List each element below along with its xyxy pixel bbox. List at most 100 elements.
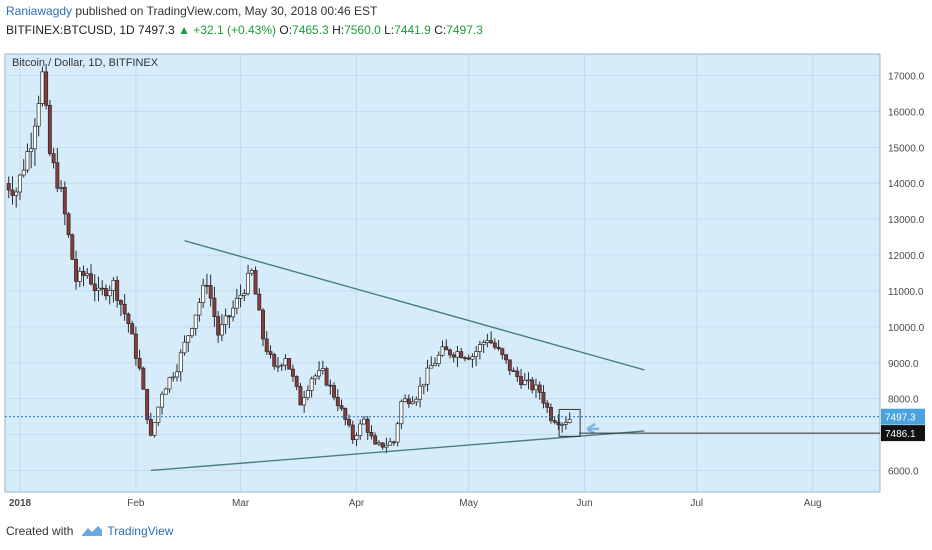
y-tick-label: 15000.0 xyxy=(888,143,925,154)
candle-body xyxy=(197,302,202,316)
x-tick-label: 2018 xyxy=(9,498,32,509)
candle-body xyxy=(152,422,157,436)
candle-body xyxy=(18,174,22,193)
candle-body xyxy=(261,309,265,340)
candle-body xyxy=(51,153,56,164)
trendline-lower[interactable] xyxy=(150,430,645,472)
price-chart[interactable]: 6000.07000.08000.09000.010000.011000.012… xyxy=(0,40,932,514)
candle-body xyxy=(354,435,359,440)
candle-body xyxy=(163,388,168,395)
candle-body xyxy=(567,419,572,423)
last-price-badge xyxy=(881,408,925,425)
candle-body xyxy=(504,354,509,361)
candle-body xyxy=(279,364,284,367)
y-tick-label: 9000.0 xyxy=(888,359,919,370)
candle-body xyxy=(556,421,561,426)
candle-body xyxy=(369,432,374,437)
candle-body xyxy=(14,191,19,196)
candle-body xyxy=(537,384,542,393)
candle-body xyxy=(21,169,26,176)
y-tick-label: 12000.0 xyxy=(888,251,925,262)
chart-title: Bitcoin / Dollar, 1D, BITFINEX xyxy=(12,57,159,69)
x-tick-label: Feb xyxy=(127,498,145,509)
candle-body xyxy=(350,424,355,440)
candle-body xyxy=(238,294,243,299)
candle-body xyxy=(365,418,370,433)
publish-line: Raniawagdy published on TradingView.com,… xyxy=(6,4,377,18)
candle-body xyxy=(167,377,172,390)
candle-body xyxy=(10,189,15,196)
candle-body xyxy=(6,183,11,191)
y-tick-label: 13000.0 xyxy=(888,215,925,226)
candle-body xyxy=(477,344,482,352)
candle-body xyxy=(118,300,123,305)
candle-body xyxy=(219,324,224,336)
candle-body xyxy=(339,405,344,409)
x-tick-label: May xyxy=(459,498,478,509)
candle-body xyxy=(485,340,490,343)
candle-body xyxy=(328,384,333,387)
candle-body xyxy=(530,379,535,391)
candle-body xyxy=(44,71,49,106)
candle-body xyxy=(552,420,557,423)
candle-body xyxy=(25,151,30,171)
candle-body xyxy=(141,367,146,390)
candle-body xyxy=(522,380,527,386)
candle-body xyxy=(208,285,213,299)
last-price: 7497.3 xyxy=(138,23,175,37)
candle-body xyxy=(156,406,161,423)
candle-body xyxy=(74,259,78,282)
candle-body xyxy=(148,419,153,436)
candle-body xyxy=(399,401,404,425)
candle-body xyxy=(201,284,206,303)
candle-body xyxy=(85,273,90,276)
y-tick-label: 6000.0 xyxy=(888,466,919,477)
candle-body xyxy=(470,356,475,360)
candle-body xyxy=(55,162,60,189)
high-label: H: xyxy=(332,23,345,37)
candle-body xyxy=(234,298,239,309)
candle-body xyxy=(77,270,82,282)
candle-body xyxy=(171,376,176,379)
candle-body xyxy=(313,375,318,380)
candle-body xyxy=(500,348,505,356)
footer: Created with TradingView xyxy=(6,524,173,538)
candle-body xyxy=(492,342,497,348)
candle-body xyxy=(451,354,456,358)
candle-body xyxy=(81,270,86,276)
candle-body xyxy=(92,283,97,291)
candle-body xyxy=(511,370,516,372)
x-tick-label: Jun xyxy=(577,498,593,509)
candle-body xyxy=(440,346,445,356)
candle-body xyxy=(111,280,116,291)
x-tick-label: Aug xyxy=(804,498,822,509)
low-label: L: xyxy=(384,23,395,37)
candle-body xyxy=(272,354,277,367)
candle-body xyxy=(519,376,523,386)
author-link[interactable]: Raniawagdy xyxy=(6,4,73,18)
candle-body xyxy=(204,284,209,287)
candle-body xyxy=(534,384,538,391)
candle-body xyxy=(548,407,553,421)
candle-body xyxy=(515,370,520,377)
tradingview-brand[interactable]: TradingView xyxy=(107,524,174,538)
candle-body xyxy=(421,383,426,387)
candle-body xyxy=(332,385,337,398)
highlight-box[interactable] xyxy=(558,408,581,437)
y-tick-label: 11000.0 xyxy=(888,287,924,298)
candle-body xyxy=(66,213,71,236)
trendline-upper[interactable] xyxy=(184,240,645,371)
y-tick-label: 16000.0 xyxy=(888,107,925,118)
candle-body xyxy=(395,423,400,443)
candle-body xyxy=(324,368,329,386)
candle-body xyxy=(455,351,460,358)
candle-body xyxy=(425,367,430,385)
published-text: published on TradingView.com, May 30, 20… xyxy=(75,4,378,18)
candle-body xyxy=(384,444,389,448)
candle-body xyxy=(335,396,340,406)
candle-body xyxy=(59,187,64,189)
tradingview-logo-icon xyxy=(82,526,103,536)
candle-body xyxy=(507,359,512,371)
candle-body xyxy=(436,354,441,365)
candle-body xyxy=(560,423,565,426)
